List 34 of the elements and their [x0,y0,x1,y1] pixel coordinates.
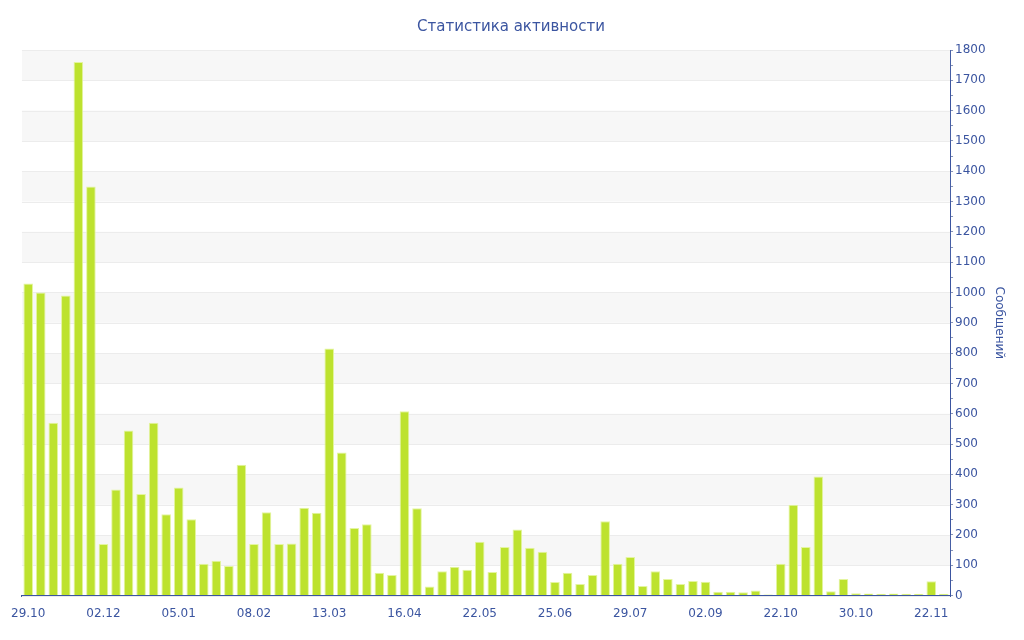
chart-title: Статистика активности [417,16,605,35]
y-tick-label: 1800 [955,42,986,57]
x-tick-label: 25.06 [537,605,573,620]
y-tick-label: 0 [955,587,963,602]
x-tick-label: 30.10 [838,605,874,620]
x-tick-label: 05.01 [161,605,196,620]
y-tick-label: 1100 [955,254,986,269]
x-tick-label: 29.10 [11,605,46,620]
y-tick-label: 1600 [955,102,986,117]
y-tick-label: 500 [955,436,978,451]
y-tick-label: 100 [955,557,978,572]
y-tick-label: 700 [955,375,978,390]
y-tick-label: 400 [955,466,978,481]
x-tick-label: 22.10 [763,605,798,620]
y-tick-label: 1400 [955,163,986,178]
x-tick-label: 16.04 [387,605,422,620]
y-tick-label: 200 [955,527,978,542]
x-tick-label: 02.09 [688,605,723,620]
x-tick-label: 13.03 [312,605,347,620]
x-tick-label: 22.11 [914,605,949,620]
x-tick-label: 22.05 [462,605,497,620]
y-tick-label: 1000 [955,284,986,299]
y-axis-title: Сообщений [992,286,1007,360]
y-tick-label: 1500 [955,133,986,148]
x-tick-label: 02.12 [86,605,121,620]
y-tick-label: 900 [955,314,978,329]
x-tick-label: 29.07 [613,605,648,620]
y-tick-label: 1200 [955,223,986,238]
y-tick-label: 300 [955,496,978,511]
y-tick-label: 1700 [955,72,986,87]
y-tick-label: 1300 [955,193,986,208]
y-tick-label: 600 [955,405,978,420]
y-tick-label: 800 [955,345,978,360]
x-tick-label: 08.02 [236,605,272,620]
